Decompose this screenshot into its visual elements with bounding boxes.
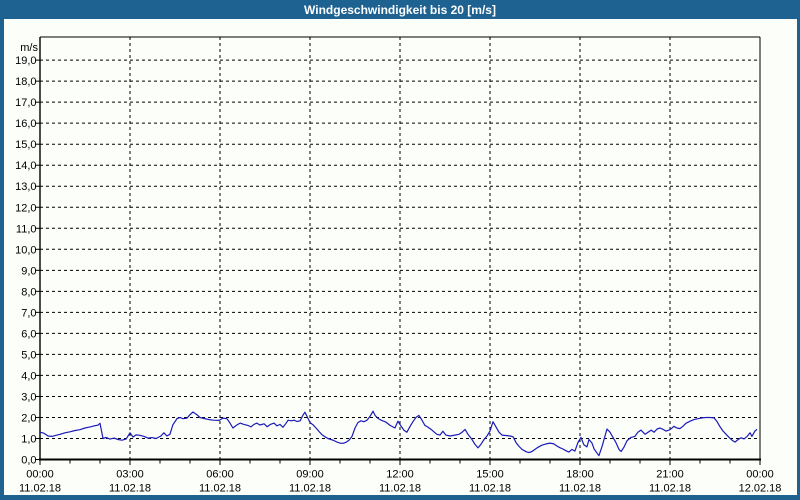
y-tick-label: 14,0 [15,160,36,172]
x-tick-date-label: 11.02.18 [379,483,421,495]
x-tick-time-label: 18:00 [566,469,594,481]
x-tick-date-label: 11.02.18 [19,483,61,495]
x-tick-time-label: 15:00 [476,469,504,481]
y-tick-label: 0,0 [21,455,36,467]
y-tick-label: 12,0 [15,202,36,214]
x-tick-date-label: 11.02.18 [199,483,241,495]
x-tick-time-label: 09:00 [296,469,324,481]
x-tick-date-label: 11.02.18 [559,483,601,495]
y-tick-label: 2,0 [21,412,36,424]
x-tick-time-label: 00:00 [26,469,54,481]
y-tick-label: 13,0 [15,181,36,193]
x-tick-date-label: 11.02.18 [289,483,331,495]
title-bar: Windgeschwindigkeit bis 20 [m/s] [0,0,800,19]
y-tick-label: 10,0 [15,244,36,256]
y-tick-label: 11,0 [16,223,37,235]
y-tick-label: 17,0 [15,97,36,109]
x-tick-time-label: 06:00 [206,469,234,481]
y-tick-label: 9,0 [21,265,36,277]
chart-title: Windgeschwindigkeit bis 20 [m/s] [304,2,496,17]
y-tick-label: 7,0 [21,307,36,319]
y-axis-unit-label: m/s [20,42,38,54]
x-tick-date-label: 11.02.18 [649,483,691,495]
x-tick-time-label: 12:00 [386,469,414,481]
y-tick-label: 19,0 [15,55,36,67]
x-tick-date-label: 11.02.18 [109,483,151,495]
y-tick-label: 6,0 [21,328,36,340]
y-tick-label: 18,0 [15,76,36,88]
y-tick-label: 16,0 [15,118,36,130]
y-tick-label: 3,0 [21,391,36,403]
y-tick-label: 5,0 [21,349,36,361]
x-tick-date-label: 11.02.18 [469,483,511,495]
x-tick-time-label: 00:00 [746,469,774,481]
y-tick-label: 1,0 [21,433,36,445]
x-tick-date-label: 12.02.18 [739,483,782,495]
x-tick-time-label: 21:00 [656,469,684,481]
y-tick-label: 4,0 [21,370,36,382]
wind-speed-chart: 0,0 1,0 2,0 3,0 4,0 5,0 6,0 7,0 8,0 9,0 10,0 11,0 12… [15,36,782,495]
y-tick-label: 8,0 [21,286,36,298]
chart-canvas: 0,0 1,0 2,0 3,0 4,0 5,0 6,0 7,0 8,0 9,0 10,0 11,0 12… [4,19,797,495]
y-tick-label: 15,0 [15,139,36,151]
x-tick-time-label: 03:00 [116,469,144,481]
wind-speed-line [39,410,758,457]
